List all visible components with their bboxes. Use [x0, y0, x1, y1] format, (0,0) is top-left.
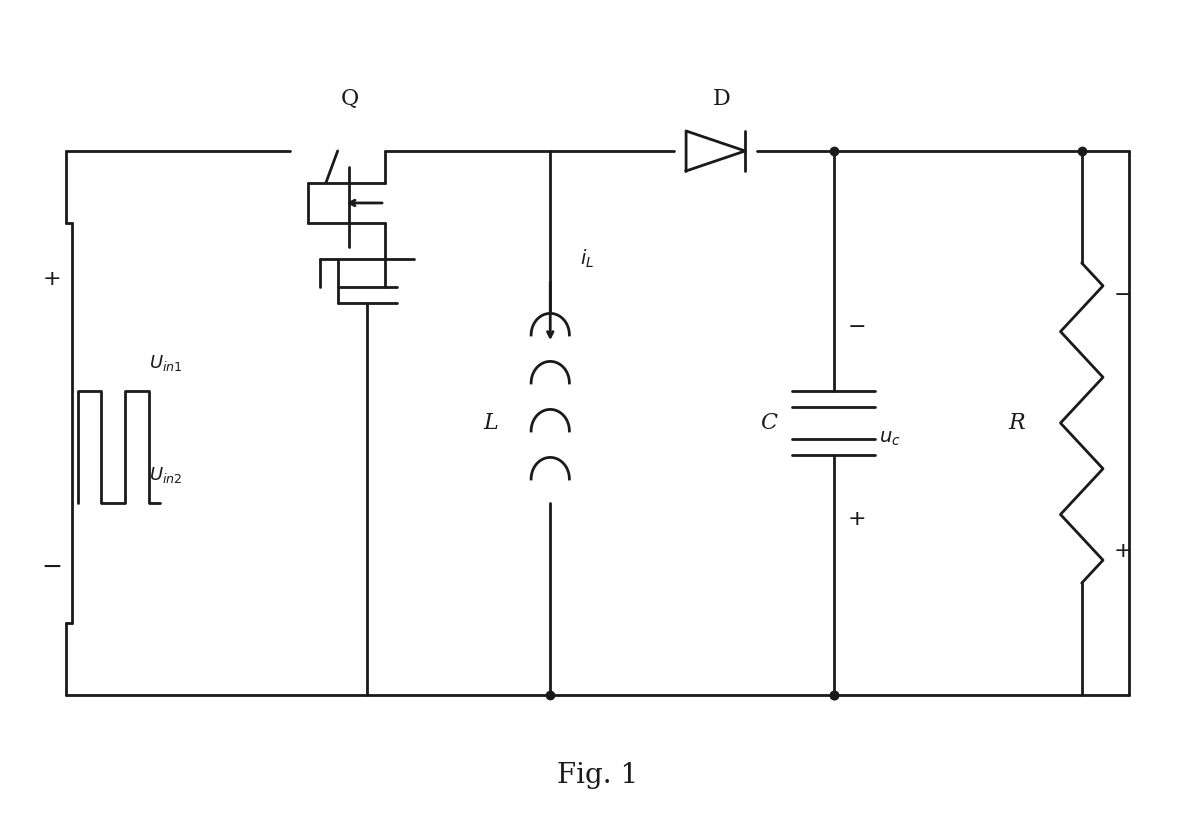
Text: C: C [760, 412, 777, 434]
Text: R: R [1009, 412, 1025, 434]
Text: −: − [42, 555, 62, 579]
Text: $i_L$: $i_L$ [580, 247, 594, 270]
Text: +: + [1114, 541, 1133, 561]
Text: $U_{in1}$: $U_{in1}$ [148, 353, 182, 373]
Text: −: − [1114, 285, 1133, 305]
Text: $U_{in2}$: $U_{in2}$ [148, 465, 182, 485]
Text: D: D [712, 88, 730, 110]
Text: Fig. 1: Fig. 1 [557, 762, 638, 789]
Text: −: − [848, 317, 866, 337]
Text: Q: Q [341, 88, 358, 110]
Text: $u_c$: $u_c$ [878, 430, 900, 449]
Text: +: + [43, 269, 61, 289]
Text: +: + [848, 509, 866, 529]
Text: L: L [484, 412, 498, 434]
